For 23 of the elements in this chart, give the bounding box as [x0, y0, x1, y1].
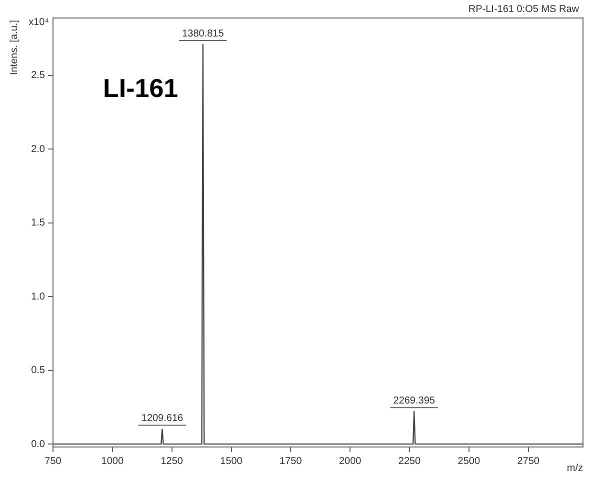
y-tick-label: 0.0: [31, 438, 46, 450]
x-tick-label: 1000: [101, 456, 124, 467]
x-tick-label: 2750: [517, 456, 540, 467]
y-tick-label: 1.5: [31, 218, 46, 229]
y-axis-title: Intens. [a.u.]: [8, 20, 20, 76]
annotation: 1380.815: [182, 28, 224, 40]
x-tick-label: 2250: [398, 456, 422, 467]
y-tick-label: 1.0: [31, 291, 46, 302]
y-tick-label: 2.0: [31, 144, 46, 155]
x-tick-label: 2000: [338, 456, 362, 467]
chart-subtitle: RP-LI-161 0:O5 MS Raw: [468, 4, 580, 15]
annotation: 1209.616: [141, 413, 184, 424]
y-tick-label: 2.5: [31, 70, 46, 82]
x-axis-title: m/z: [566, 462, 583, 474]
x-tick-label: 1500: [220, 456, 243, 467]
y-tick-label: 0.5: [31, 365, 46, 376]
text: LI-161: [103, 73, 178, 104]
annotation: 2269.395: [393, 395, 436, 406]
x-tick-label: 750: [44, 456, 62, 467]
text: x10⁴: [28, 16, 49, 28]
x-tick-label: 1250: [160, 456, 184, 467]
x-tick-label: 2500: [458, 456, 480, 467]
x-tick-label: 1750: [280, 456, 302, 467]
